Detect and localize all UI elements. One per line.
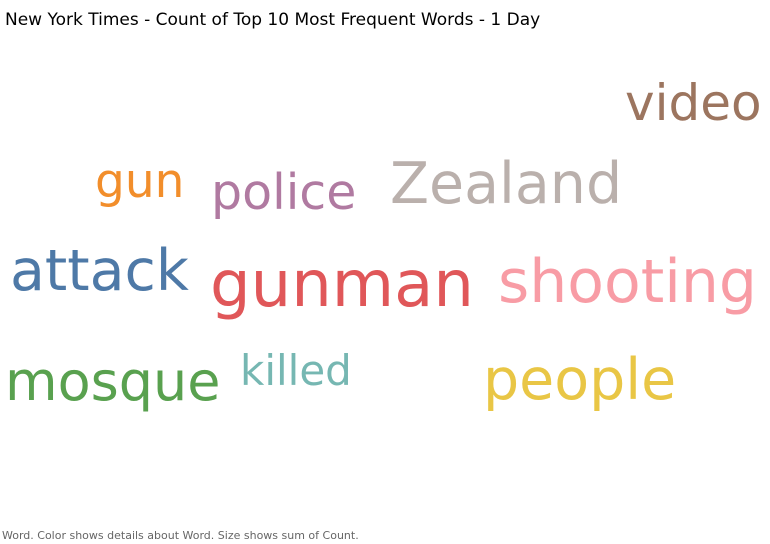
word-killed: killed xyxy=(240,346,352,395)
chart-title: New York Times - Count of Top 10 Most Fr… xyxy=(5,10,541,30)
word-gun: gun xyxy=(95,154,185,209)
word-video: video xyxy=(625,74,762,132)
word-shooting: shooting xyxy=(498,247,758,317)
word-people: people xyxy=(483,347,677,413)
word-mosque: mosque xyxy=(5,350,221,413)
word-police: police xyxy=(211,164,357,221)
word-gunman: gunman xyxy=(210,248,474,322)
word-zealand: Zealand xyxy=(390,151,623,217)
chart-caption: Word. Color shows details about Word. Si… xyxy=(2,529,359,542)
word-attack: attack xyxy=(10,238,189,304)
